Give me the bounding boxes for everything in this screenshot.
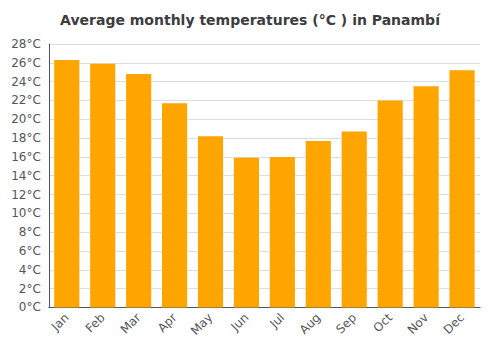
svg-text:Aug: Aug bbox=[297, 311, 323, 337]
svg-text:Nov: Nov bbox=[405, 311, 431, 337]
svg-text:Apr: Apr bbox=[155, 310, 180, 335]
svg-text:28°C: 28°C bbox=[11, 37, 41, 51]
svg-text:Jul: Jul bbox=[266, 311, 287, 332]
svg-text:0°C: 0°C bbox=[19, 300, 41, 314]
svg-text:12°C: 12°C bbox=[11, 188, 41, 202]
svg-text:26°C: 26°C bbox=[11, 56, 41, 70]
svg-text:Sep: Sep bbox=[333, 311, 359, 337]
svg-text:Feb: Feb bbox=[83, 311, 108, 336]
svg-text:18°C: 18°C bbox=[11, 131, 41, 145]
svg-text:Jun: Jun bbox=[228, 311, 252, 335]
svg-text:10°C: 10°C bbox=[11, 206, 41, 220]
svg-text:May: May bbox=[188, 311, 215, 338]
svg-text:Mar: Mar bbox=[118, 310, 144, 336]
svg-text:Jan: Jan bbox=[48, 311, 72, 335]
svg-text:Dec: Dec bbox=[441, 311, 467, 337]
svg-text:24°C: 24°C bbox=[11, 75, 41, 89]
svg-text:Oct: Oct bbox=[371, 310, 396, 335]
svg-text:16°C: 16°C bbox=[11, 150, 41, 164]
svg-text:22°C: 22°C bbox=[11, 93, 41, 107]
svg-text:4°C: 4°C bbox=[19, 263, 41, 277]
svg-text:Average monthly temperatures (: Average monthly temperatures (°C ) in Pa… bbox=[60, 12, 441, 28]
svg-text:14°C: 14°C bbox=[11, 169, 41, 183]
svg-text:8°C: 8°C bbox=[19, 225, 41, 239]
svg-text:20°C: 20°C bbox=[11, 112, 41, 126]
svg-text:6°C: 6°C bbox=[19, 244, 41, 258]
svg-text:2°C: 2°C bbox=[19, 282, 41, 296]
